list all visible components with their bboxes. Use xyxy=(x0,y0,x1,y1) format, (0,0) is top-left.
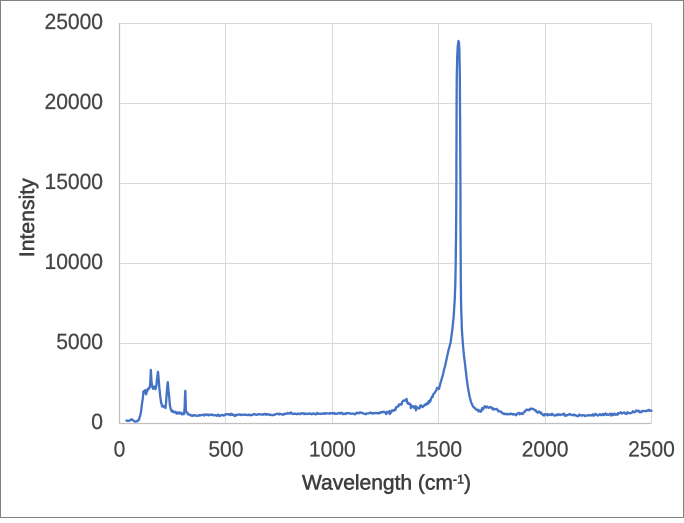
svg-text:2500: 2500 xyxy=(628,437,675,462)
svg-text:25000: 25000 xyxy=(45,9,104,34)
svg-text:1500: 1500 xyxy=(415,437,462,462)
svg-text:5000: 5000 xyxy=(56,329,103,354)
svg-text:0: 0 xyxy=(114,437,126,462)
svg-text:20000: 20000 xyxy=(45,89,104,114)
svg-text:10000: 10000 xyxy=(45,249,104,274)
svg-text:Intensity: Intensity xyxy=(16,178,39,257)
svg-text:500: 500 xyxy=(208,437,243,462)
svg-text:Wavelength (cm-1): Wavelength (cm-1) xyxy=(302,472,471,495)
svg-text:1000: 1000 xyxy=(309,437,356,462)
svg-text:15000: 15000 xyxy=(45,169,104,194)
svg-text:0: 0 xyxy=(91,409,103,434)
svg-text:2000: 2000 xyxy=(522,437,569,462)
